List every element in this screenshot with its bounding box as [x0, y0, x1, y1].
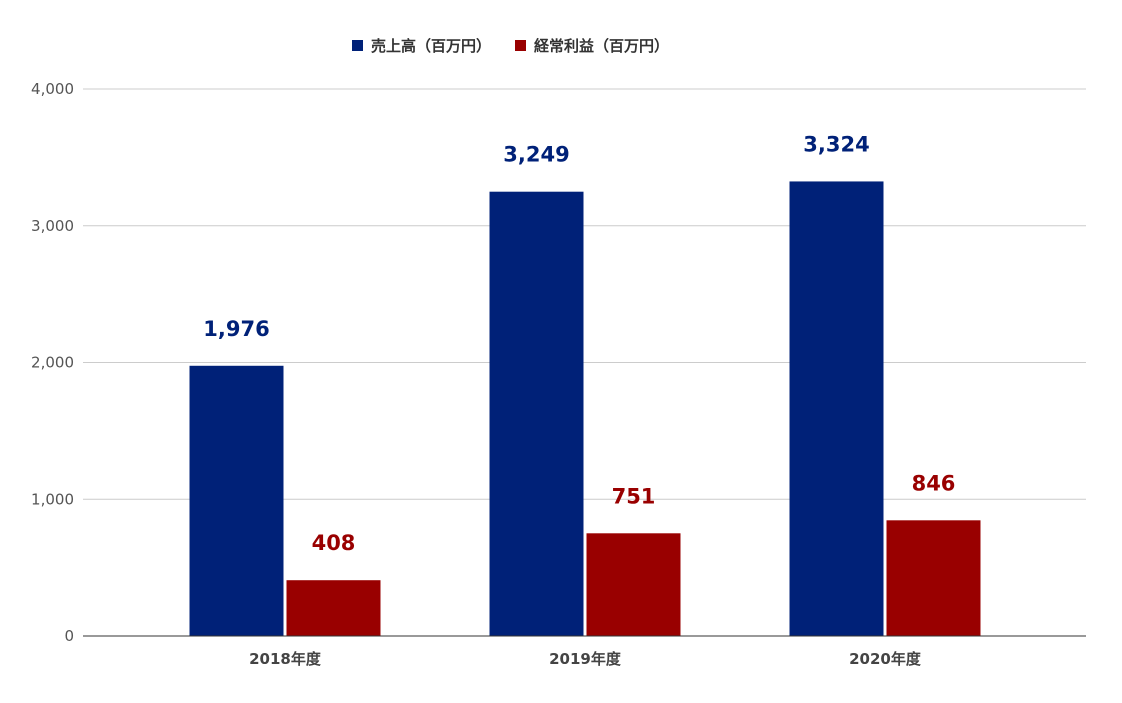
legend-swatch	[515, 40, 526, 51]
y-axis-tick-labels: 0 1,000 2,000 3,000 4,000	[31, 80, 74, 645]
x-tick-label: 2020年度	[849, 650, 922, 668]
legend-swatch	[352, 40, 363, 51]
bars	[189, 181, 981, 636]
data-label: 846	[912, 471, 956, 495]
y-tick-label: 4,000	[31, 80, 74, 98]
data-label: 1,976	[203, 317, 269, 341]
bar	[189, 365, 284, 636]
data-label: 408	[312, 531, 356, 555]
legend-label: 売上高（百万円）	[371, 37, 491, 55]
bar	[789, 181, 884, 636]
grid-lines	[83, 88, 1086, 500]
data-label: 3,324	[803, 132, 869, 156]
bar	[886, 520, 981, 636]
y-tick-label: 3,000	[31, 217, 74, 235]
bar	[586, 533, 681, 636]
data-label: 751	[612, 484, 656, 508]
legend-label: 経常利益（百万円）	[534, 37, 669, 55]
x-tick-label: 2018年度	[249, 650, 322, 668]
y-tick-label: 2,000	[31, 354, 74, 372]
y-tick-label: 0	[64, 627, 74, 645]
data-label: 3,249	[503, 143, 569, 167]
data-labels: 1,976 408 3,249 751 3,324 846	[203, 132, 955, 555]
x-axis-tick-labels: 2018年度 2019年度 2020年度	[249, 650, 922, 668]
bar	[286, 580, 381, 636]
bar	[489, 191, 584, 636]
x-tick-label: 2019年度	[549, 650, 622, 668]
y-tick-label: 1,000	[31, 490, 74, 508]
legend: 売上高（百万円） 経常利益（百万円）	[352, 37, 669, 55]
